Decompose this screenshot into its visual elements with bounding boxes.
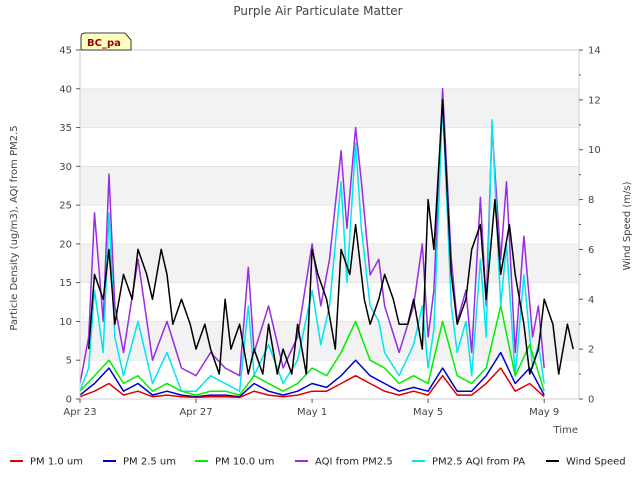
y2-tick-label: 2 bbox=[588, 345, 594, 356]
x-tick-label: May 5 bbox=[413, 407, 443, 418]
y2-tick-label: 4 bbox=[588, 295, 594, 306]
y-tick-label: 5 bbox=[66, 356, 72, 367]
x-tick-label: May 1 bbox=[297, 407, 327, 418]
series-line-pm-10-0-um bbox=[79, 305, 545, 396]
y-tick-label: 10 bbox=[59, 317, 72, 328]
site-badge: BC_pa bbox=[80, 32, 132, 51]
y-tick-label: 35 bbox=[59, 123, 72, 134]
legend-entry: AQI from PM2.5 bbox=[315, 457, 393, 468]
y-tick-label: 30 bbox=[59, 162, 72, 173]
legend-entry: PM 2.5 um bbox=[123, 457, 176, 468]
y2-tick-label: 12 bbox=[588, 95, 601, 106]
series-layer bbox=[79, 88, 574, 399]
chart-title: Purple Air Particulate Matter bbox=[233, 4, 402, 18]
y-tick-label: 40 bbox=[59, 84, 72, 95]
legend-entry: PM2.5 AQI from PA bbox=[432, 457, 525, 468]
legend: PM 1.0 um PM 2.5 um PM 10.0 um AQI from PM2… bbox=[10, 457, 626, 468]
y-tick-label: 45 bbox=[59, 46, 72, 57]
y2-tick-label: 6 bbox=[588, 245, 594, 256]
y-axis-label: Particle Density (ug/m3), AQI from PM2.5 bbox=[9, 125, 20, 330]
x-tick-label: Apr 27 bbox=[179, 407, 212, 418]
y-tick-label: 20 bbox=[59, 239, 72, 250]
badge-box bbox=[80, 32, 132, 51]
badge-label: BC_pa bbox=[87, 38, 121, 49]
y2-tick-label: 14 bbox=[588, 46, 601, 57]
x-tick-label: May 9 bbox=[529, 407, 559, 418]
y2-axis-label: Wind Speed (m/s) bbox=[622, 181, 633, 270]
x-axis-ticks: Apr 23 Apr 27 May 1 May 5 May 9 bbox=[63, 399, 559, 418]
legend-entry: Wind Speed bbox=[566, 457, 626, 468]
series-line-pm-1-0-um bbox=[79, 367, 545, 399]
y-tick-label: 0 bbox=[66, 395, 72, 406]
series-line-pm-2-5-um bbox=[79, 351, 545, 398]
x-tick-label: Apr 23 bbox=[63, 407, 96, 418]
left-axis-ticks: 0 5 10 15 20 25 30 35 40 45 bbox=[59, 46, 80, 406]
background-band bbox=[80, 166, 579, 206]
y2-tick-label: 10 bbox=[588, 145, 601, 156]
legend-entry: PM 10.0 um bbox=[215, 457, 274, 468]
y-tick-label: 25 bbox=[59, 201, 72, 212]
series-line-pm2-5-aqi-from-pa bbox=[79, 103, 545, 392]
right-axis-ticks: 0 2 4 6 8 10 12 14 bbox=[579, 46, 601, 406]
y-tick-label: 15 bbox=[59, 278, 72, 289]
y2-tick-label: 0 bbox=[588, 395, 594, 406]
x-axis-label: Time bbox=[553, 425, 578, 436]
series-line-wind-speed bbox=[87, 99, 574, 375]
legend-entry: PM 1.0 um bbox=[30, 457, 83, 468]
background-band bbox=[80, 88, 579, 128]
y2-tick-label: 8 bbox=[588, 195, 594, 206]
